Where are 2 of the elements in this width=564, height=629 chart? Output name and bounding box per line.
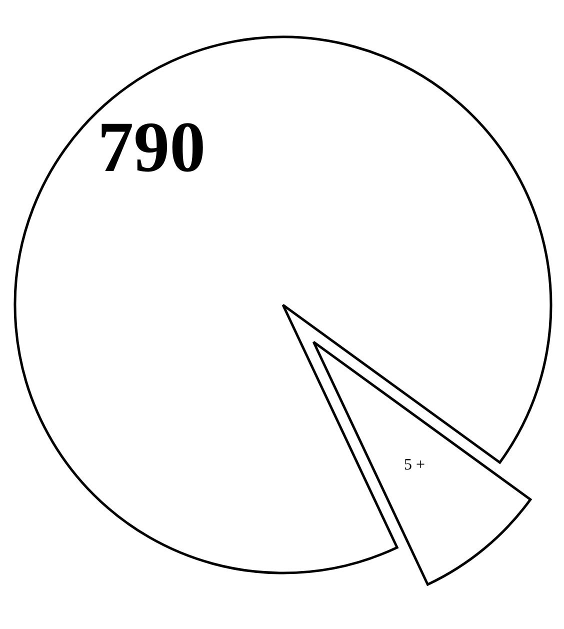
slice-label: 5 +	[404, 456, 426, 474]
slice-label: 790	[98, 107, 206, 188]
